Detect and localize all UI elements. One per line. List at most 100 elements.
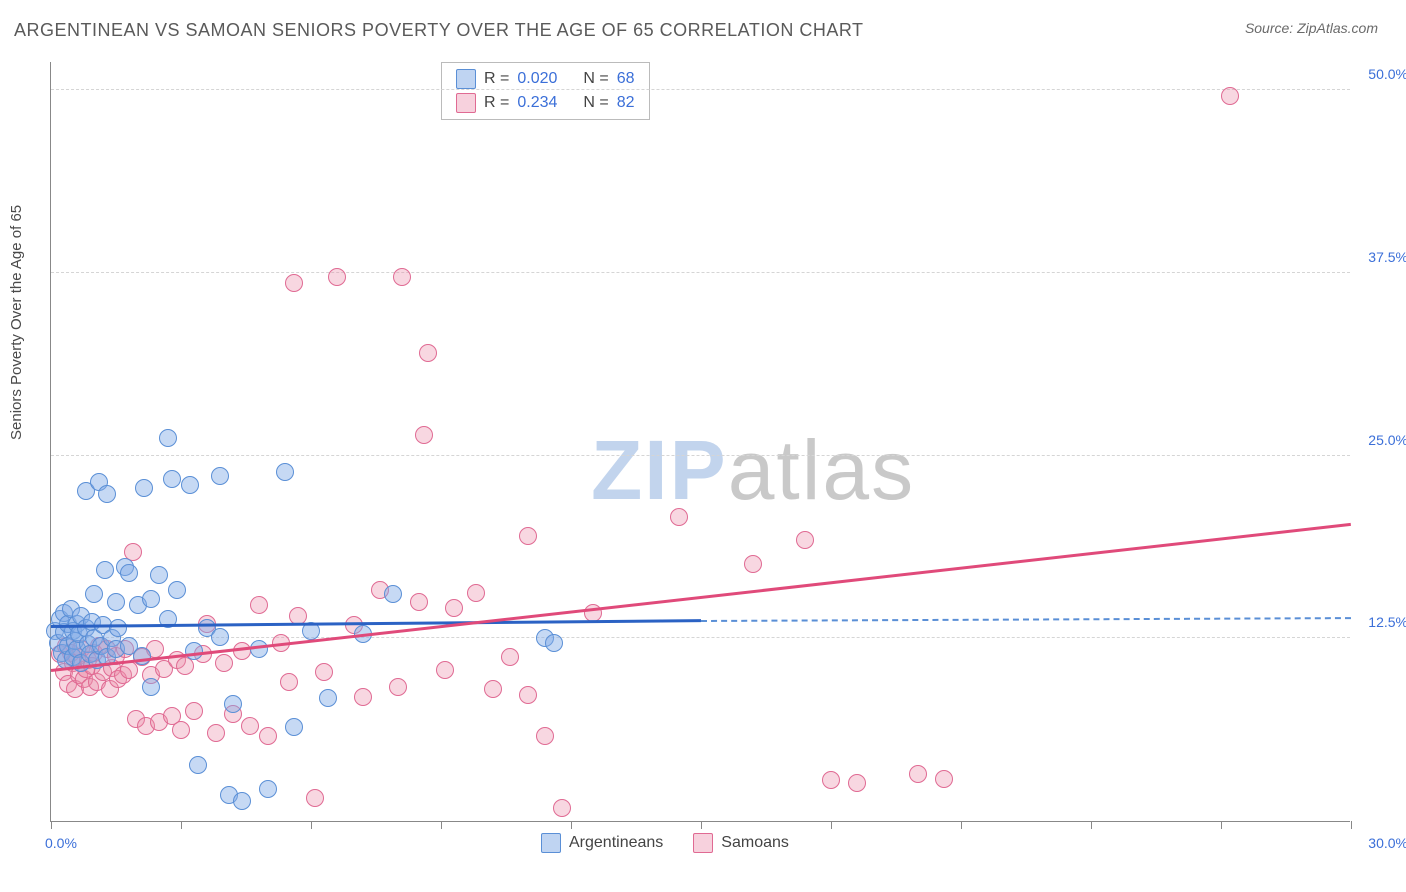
stats-row-argentineans: R = 0.020 N = 68 bbox=[456, 67, 635, 91]
point-argentinean bbox=[142, 678, 160, 696]
point-samoan bbox=[436, 661, 454, 679]
point-argentinean bbox=[150, 566, 168, 584]
point-samoan bbox=[285, 274, 303, 292]
x-tick bbox=[701, 821, 702, 829]
watermark: ZIPatlas bbox=[591, 422, 915, 519]
point-samoan bbox=[553, 799, 571, 817]
y-tick-label: 50.0% bbox=[1368, 66, 1406, 82]
legend-item-argentineans: Argentineans bbox=[541, 833, 663, 853]
point-samoan bbox=[935, 770, 953, 788]
point-samoan bbox=[519, 686, 537, 704]
point-samoan bbox=[207, 724, 225, 742]
x-tick bbox=[181, 821, 182, 829]
point-samoan bbox=[670, 508, 688, 526]
point-samoan bbox=[233, 642, 251, 660]
point-samoan bbox=[315, 663, 333, 681]
point-samoan bbox=[501, 648, 519, 666]
gridline-h bbox=[51, 637, 1350, 638]
point-argentinean bbox=[96, 561, 114, 579]
x-tick bbox=[1091, 821, 1092, 829]
point-samoan bbox=[848, 774, 866, 792]
x-tick bbox=[51, 821, 52, 829]
x-tick bbox=[311, 821, 312, 829]
point-argentinean bbox=[259, 780, 277, 798]
point-samoan bbox=[536, 727, 554, 745]
point-samoan bbox=[1221, 87, 1239, 105]
x-axis-max-label: 30.0% bbox=[1368, 835, 1406, 851]
y-tick-label: 12.5% bbox=[1368, 614, 1406, 630]
chart-title: ARGENTINEAN VS SAMOAN SENIORS POVERTY OV… bbox=[14, 20, 864, 41]
point-samoan bbox=[241, 717, 259, 735]
point-argentinean bbox=[233, 792, 251, 810]
source-attribution: Source: ZipAtlas.com bbox=[1245, 20, 1378, 36]
point-argentinean bbox=[159, 429, 177, 447]
point-argentinean bbox=[163, 470, 181, 488]
point-argentinean bbox=[98, 485, 116, 503]
point-samoan bbox=[909, 765, 927, 783]
point-samoan bbox=[172, 721, 190, 739]
gridline-h bbox=[51, 272, 1350, 273]
point-argentinean bbox=[211, 467, 229, 485]
point-samoan bbox=[419, 344, 437, 362]
point-samoan bbox=[796, 531, 814, 549]
y-tick-label: 37.5% bbox=[1368, 249, 1406, 265]
point-samoan bbox=[484, 680, 502, 698]
swatch-argentineans bbox=[456, 69, 476, 89]
gridline-h bbox=[51, 89, 1350, 90]
point-argentinean bbox=[120, 564, 138, 582]
scatter-chart: ZIPatlas R = 0.020 N = 68 R = 0.234 N = … bbox=[50, 62, 1350, 822]
x-axis-min-label: 0.0% bbox=[45, 835, 77, 851]
gridline-h bbox=[51, 455, 1350, 456]
x-tick bbox=[571, 821, 572, 829]
trendline-argentineans bbox=[51, 619, 701, 628]
point-argentinean bbox=[211, 628, 229, 646]
point-argentinean bbox=[276, 463, 294, 481]
point-samoan bbox=[519, 527, 537, 545]
y-axis-label: Seniors Poverty Over the Age of 65 bbox=[8, 205, 25, 440]
series-legend: Argentineans Samoans bbox=[541, 833, 789, 853]
swatch-argentineans-icon bbox=[541, 833, 561, 853]
point-argentinean bbox=[285, 718, 303, 736]
point-samoan bbox=[393, 268, 411, 286]
legend-item-samoans: Samoans bbox=[693, 833, 789, 853]
point-samoan bbox=[389, 678, 407, 696]
point-samoan bbox=[185, 702, 203, 720]
point-samoan bbox=[354, 688, 372, 706]
point-samoan bbox=[415, 426, 433, 444]
point-samoan bbox=[259, 727, 277, 745]
point-argentinean bbox=[545, 634, 563, 652]
point-samoan bbox=[250, 596, 268, 614]
point-argentinean bbox=[384, 585, 402, 603]
correlation-stats-box: R = 0.020 N = 68 R = 0.234 N = 82 bbox=[441, 62, 650, 120]
x-tick bbox=[441, 821, 442, 829]
point-argentinean bbox=[109, 619, 127, 637]
point-argentinean bbox=[181, 476, 199, 494]
x-tick bbox=[831, 821, 832, 829]
point-samoan bbox=[445, 599, 463, 617]
point-argentinean bbox=[319, 689, 337, 707]
point-samoan bbox=[822, 771, 840, 789]
point-samoan bbox=[215, 654, 233, 672]
point-samoan bbox=[410, 593, 428, 611]
point-argentinean bbox=[168, 581, 186, 599]
point-argentinean bbox=[224, 695, 242, 713]
y-tick-label: 25.0% bbox=[1368, 432, 1406, 448]
point-samoan bbox=[467, 584, 485, 602]
swatch-samoans-icon bbox=[693, 833, 713, 853]
trendline-argentineans-extrapolated bbox=[701, 617, 1351, 622]
x-tick bbox=[1221, 821, 1222, 829]
point-samoan bbox=[280, 673, 298, 691]
point-samoan bbox=[306, 789, 324, 807]
point-argentinean bbox=[142, 590, 160, 608]
point-samoan bbox=[744, 555, 762, 573]
point-samoan bbox=[328, 268, 346, 286]
swatch-samoans bbox=[456, 93, 476, 113]
point-argentinean bbox=[135, 479, 153, 497]
point-argentinean bbox=[189, 756, 207, 774]
trendline-samoans bbox=[51, 523, 1351, 672]
point-argentinean bbox=[107, 593, 125, 611]
x-tick bbox=[961, 821, 962, 829]
x-tick bbox=[1351, 821, 1352, 829]
point-argentinean bbox=[85, 585, 103, 603]
stats-row-samoans: R = 0.234 N = 82 bbox=[456, 91, 635, 115]
